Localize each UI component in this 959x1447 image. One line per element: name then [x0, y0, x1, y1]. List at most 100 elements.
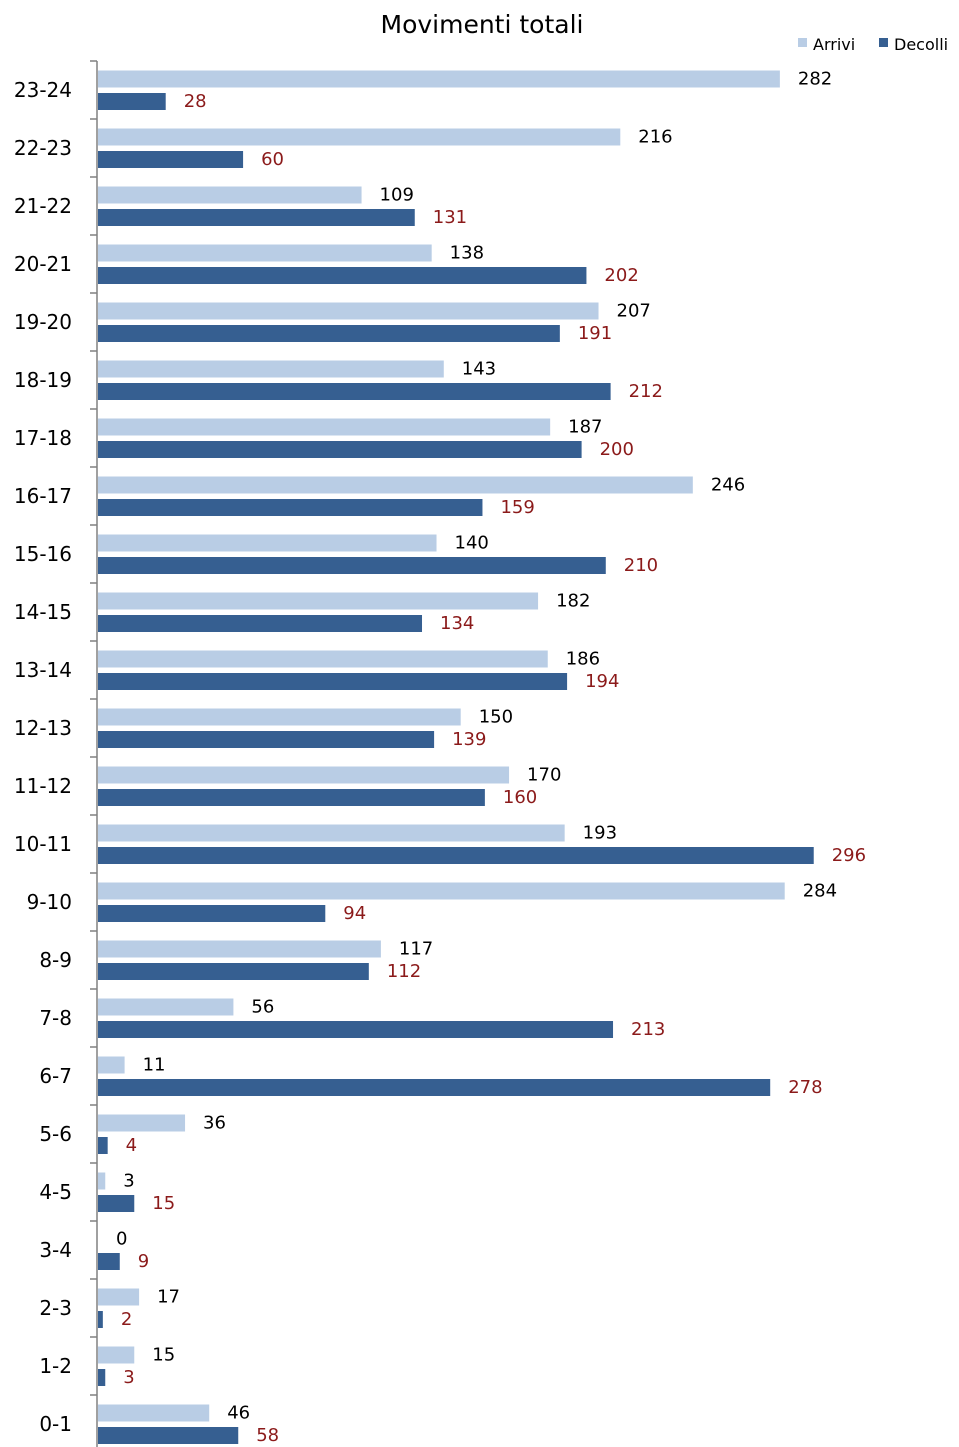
legend-swatch-arrivi	[798, 38, 807, 47]
data-label-arrivi: 182	[556, 591, 590, 612]
legend-label-arrivi: Arrivi	[813, 35, 855, 54]
category-label: 5-6	[39, 1122, 72, 1146]
data-label-arrivi: 216	[638, 127, 672, 148]
category-label: 16-17	[14, 484, 72, 508]
data-label-arrivi: 0	[116, 1229, 127, 1250]
bar-decolli	[98, 731, 435, 748]
data-label-decolli: 278	[788, 1077, 822, 1098]
legend-swatch-decolli	[879, 38, 888, 47]
category-label: 19-20	[14, 310, 72, 334]
bar-decolli	[98, 1253, 120, 1270]
data-label-arrivi: 15	[152, 1345, 175, 1366]
category-label: 23-24	[14, 78, 72, 102]
data-label-decolli: 3	[123, 1367, 134, 1388]
category-label: 2-3	[39, 1296, 72, 1320]
bar-decolli	[98, 1079, 771, 1096]
category-label: 6-7	[39, 1064, 72, 1088]
bar-decolli	[98, 1137, 108, 1154]
y-axis-ticks	[90, 60, 97, 1396]
bar-arrivi	[98, 882, 785, 900]
bar-arrivi	[98, 1114, 186, 1132]
bar-arrivi	[98, 128, 621, 146]
category-label: 0-1	[39, 1412, 72, 1436]
data-label-arrivi: 170	[527, 765, 561, 786]
category-label: 1-2	[39, 1354, 72, 1378]
bar-decolli	[98, 151, 244, 168]
data-label-arrivi: 117	[399, 939, 433, 960]
data-label-decolli: 200	[600, 439, 634, 460]
data-label-arrivi: 3	[123, 1171, 134, 1192]
bar-arrivi	[98, 940, 381, 958]
bar-arrivi	[98, 1172, 106, 1190]
data-label-arrivi: 17	[157, 1287, 180, 1308]
data-label-decolli: 28	[184, 91, 207, 112]
data-label-arrivi: 246	[711, 475, 745, 496]
bar-decolli	[98, 1021, 614, 1038]
data-label-arrivi: 143	[462, 359, 496, 380]
bar-decolli	[98, 1195, 135, 1212]
data-label-arrivi: 11	[143, 1055, 166, 1076]
category-label: 3-4	[39, 1238, 72, 1262]
bar-decolli	[98, 209, 415, 226]
bar-arrivi	[98, 534, 437, 552]
bar-arrivi	[98, 476, 693, 494]
category-labels: 23-24 22-23 21-22 20-21 19-20 18-19 17-18 16-17…	[14, 78, 72, 1436]
data-label-decolli: 112	[387, 961, 421, 982]
data-label-decolli: 212	[629, 381, 663, 402]
data-label-decolli: 15	[152, 1193, 175, 1214]
bar-arrivi	[98, 708, 461, 726]
category-label: 17-18	[14, 426, 72, 450]
data-label-decolli: 160	[503, 787, 537, 808]
data-label-decolli: 2	[121, 1309, 132, 1330]
data-label-arrivi: 138	[450, 243, 484, 264]
category-label: 14-15	[14, 600, 72, 624]
data-label-arrivi: 207	[617, 301, 651, 322]
bars	[98, 70, 814, 1444]
bar-decolli	[98, 267, 587, 284]
data-label-arrivi: 140	[455, 533, 489, 554]
category-label: 7-8	[39, 1006, 72, 1030]
bar-decolli	[98, 383, 611, 400]
data-label-arrivi: 36	[203, 1113, 226, 1134]
data-label-decolli: 4	[126, 1135, 137, 1156]
data-label-decolli: 9	[138, 1251, 149, 1272]
data-label-arrivi: 46	[227, 1403, 250, 1424]
data-label-decolli: 296	[832, 845, 866, 866]
data-label-decolli: 139	[452, 729, 486, 750]
bar-arrivi	[98, 824, 565, 842]
bar-arrivi	[98, 1056, 125, 1074]
category-label: 4-5	[39, 1180, 72, 1204]
data-label-arrivi: 193	[583, 823, 617, 844]
bar-decolli	[98, 93, 166, 110]
bar-arrivi	[98, 998, 234, 1016]
legend-label-decolli: Decolli	[894, 35, 948, 54]
bar-arrivi	[98, 1288, 140, 1306]
bar-arrivi	[98, 1346, 135, 1364]
bar-decolli	[98, 1369, 106, 1386]
data-label-arrivi: 109	[380, 185, 414, 206]
data-label-decolli: 202	[604, 265, 638, 286]
bar-arrivi	[98, 592, 539, 610]
bar-decolli	[98, 963, 369, 980]
bar-arrivi	[98, 302, 599, 320]
bar-arrivi	[98, 650, 548, 668]
bar-arrivi	[98, 1404, 210, 1422]
data-label-arrivi: 282	[798, 69, 832, 90]
bar-decolli	[98, 1311, 103, 1328]
bar-decolli	[98, 325, 560, 342]
bar-arrivi	[98, 70, 780, 88]
data-label-arrivi: 150	[479, 707, 513, 728]
data-label-decolli: 159	[500, 497, 534, 518]
category-label: 11-12	[14, 774, 72, 798]
data-label-arrivi: 56	[251, 997, 274, 1018]
bar-decolli	[98, 499, 483, 516]
data-label-decolli: 131	[433, 207, 467, 228]
bar-decolli	[98, 441, 582, 458]
category-label: 22-23	[14, 136, 72, 160]
bar-arrivi	[98, 360, 444, 378]
data-label-arrivi: 187	[568, 417, 602, 438]
category-label: 12-13	[14, 716, 72, 740]
category-label: 20-21	[14, 252, 72, 276]
